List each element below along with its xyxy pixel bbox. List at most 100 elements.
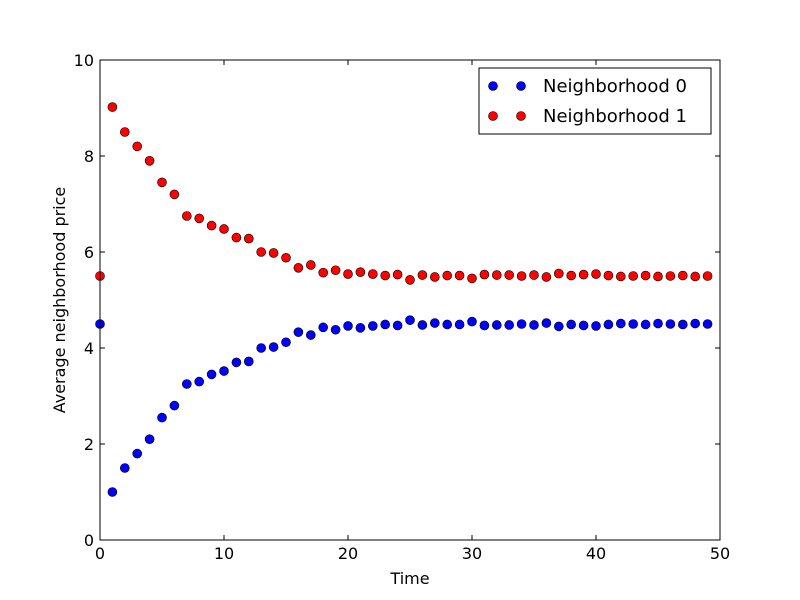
data-point-series-1 bbox=[653, 271, 663, 282]
data-point-series-1 bbox=[132, 141, 142, 152]
data-point-series-1 bbox=[429, 272, 440, 282]
x-tick-label: 20 bbox=[338, 544, 358, 563]
data-point-series-1 bbox=[553, 268, 564, 279]
legend-marker-neighborhood-1 bbox=[516, 111, 526, 121]
data-point-series-1 bbox=[244, 233, 254, 244]
data-point-series-0 bbox=[553, 321, 564, 332]
data-point-series-0 bbox=[194, 376, 204, 387]
legend-frame bbox=[478, 67, 712, 135]
data-point-series-1 bbox=[702, 271, 713, 281]
data-point-series-1 bbox=[615, 271, 626, 282]
legend-marker-neighborhood-0 bbox=[516, 81, 526, 91]
data-point-series-0 bbox=[516, 319, 527, 329]
data-point-series-0 bbox=[417, 320, 428, 330]
data-point-series-1 bbox=[541, 272, 552, 282]
data-point-series-0 bbox=[405, 315, 415, 325]
ticks-layer bbox=[99, 59, 721, 541]
data-point-series-1 bbox=[628, 271, 639, 281]
data-point-series-0 bbox=[603, 319, 614, 330]
x-tick-label: 30 bbox=[462, 544, 482, 563]
data-point-series-1 bbox=[206, 220, 217, 231]
x-axis-label: Time bbox=[389, 569, 429, 588]
data-point-series-1 bbox=[367, 269, 378, 279]
data-point-series-1 bbox=[256, 247, 267, 257]
data-point-series-1 bbox=[392, 269, 403, 280]
x-tick-label: 50 bbox=[710, 544, 730, 563]
data-point-series-0 bbox=[343, 321, 353, 331]
y-tick-label: 4 bbox=[84, 339, 94, 358]
data-point-series-0 bbox=[169, 400, 180, 411]
data-point-series-1 bbox=[665, 271, 676, 281]
data-point-series-0 bbox=[628, 319, 639, 329]
data-point-series-1 bbox=[231, 232, 242, 243]
data-point-series-1 bbox=[120, 127, 130, 137]
data-point-series-1 bbox=[182, 211, 192, 221]
data-point-series-0 bbox=[429, 318, 440, 328]
data-point-series-0 bbox=[479, 320, 490, 331]
y-axis-label: Average neighborhood price bbox=[50, 187, 69, 414]
data-point-series-1 bbox=[516, 271, 527, 281]
data-point-series-0 bbox=[219, 366, 229, 376]
legend: Neighborhood 0 Neighborhood 1 bbox=[478, 67, 712, 135]
data-point-series-1 bbox=[107, 102, 118, 112]
data-point-series-0 bbox=[330, 324, 341, 335]
data-point-series-0 bbox=[665, 319, 676, 329]
data-point-series-0 bbox=[640, 319, 651, 330]
data-point-series-0 bbox=[244, 356, 254, 367]
data-point-series-1 bbox=[169, 189, 180, 200]
data-point-series-1 bbox=[330, 265, 341, 276]
data-point-series-0 bbox=[144, 434, 155, 445]
data-point-series-0 bbox=[591, 321, 601, 331]
y-tick-label: 0 bbox=[84, 531, 94, 550]
data-point-series-1 bbox=[194, 213, 204, 224]
data-point-series-1 bbox=[144, 156, 155, 166]
data-point-series-0 bbox=[318, 322, 329, 333]
data-point-series-1 bbox=[281, 252, 291, 263]
data-point-series-1 bbox=[318, 267, 329, 278]
data-point-series-0 bbox=[231, 357, 242, 368]
data-point-series-0 bbox=[454, 319, 465, 330]
data-point-series-0 bbox=[268, 342, 279, 352]
legend-label-neighborhood-1: Neighborhood 1 bbox=[543, 106, 687, 127]
data-point-series-0 bbox=[107, 487, 118, 497]
data-point-series-1 bbox=[603, 270, 614, 281]
data-point-series-1 bbox=[640, 270, 651, 281]
plot-frame bbox=[99, 59, 721, 541]
data-point-series-1 bbox=[343, 269, 353, 279]
data-point-series-0 bbox=[467, 316, 477, 327]
data-point-series-0 bbox=[653, 318, 663, 329]
legend-marker-neighborhood-1 bbox=[488, 111, 498, 121]
data-point-series-0 bbox=[677, 319, 688, 330]
data-point-series-0 bbox=[690, 318, 701, 329]
y-tick-label: 2 bbox=[84, 435, 94, 454]
data-point-series-0 bbox=[442, 319, 453, 330]
data-point-series-1 bbox=[268, 248, 279, 258]
y-tick-label: 10 bbox=[74, 51, 94, 70]
data-point-series-0 bbox=[504, 320, 515, 330]
data-point-series-0 bbox=[305, 330, 316, 340]
data-point-series-1 bbox=[467, 273, 477, 284]
data-point-series-0 bbox=[293, 327, 304, 337]
x-tick-label: 40 bbox=[586, 544, 606, 563]
x-tick-label: 10 bbox=[214, 544, 234, 563]
data-point-series-1 bbox=[529, 270, 539, 280]
tick-labels-layer: 0 10 20 30 40 50 0 2 4 6 8 10 bbox=[74, 51, 731, 563]
data-point-series-1 bbox=[219, 224, 229, 234]
data-point-series-0 bbox=[206, 369, 217, 380]
data-point-series-0 bbox=[367, 321, 378, 331]
data-point-series-0 bbox=[355, 323, 366, 333]
y-tick-label: 8 bbox=[84, 147, 94, 166]
data-point-series-1 bbox=[442, 270, 453, 281]
data-point-series-1 bbox=[157, 177, 167, 188]
points-layer bbox=[95, 102, 713, 497]
data-point-series-0 bbox=[256, 343, 267, 353]
data-point-series-1 bbox=[305, 260, 316, 270]
data-point-series-1 bbox=[417, 270, 428, 280]
data-point-series-1 bbox=[566, 270, 577, 281]
y-tick-label: 6 bbox=[84, 243, 94, 262]
data-point-series-0 bbox=[541, 318, 552, 328]
legend-marker-neighborhood-0 bbox=[488, 81, 498, 91]
x-tick-label: 0 bbox=[95, 544, 105, 563]
